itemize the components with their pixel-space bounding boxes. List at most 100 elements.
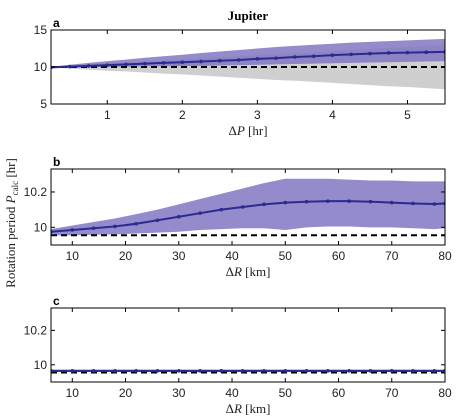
- data-point: [274, 56, 278, 60]
- series-line: [51, 50, 445, 69]
- panel-letter: b: [53, 155, 60, 169]
- panel-a: 1 2 3 4 5 5 10 15 a ΔP [hr]: [34, 16, 446, 138]
- x-tick-label: 80: [438, 249, 452, 263]
- panel-b: 10 20 30 40 50 60 70 80 10 10.2 b ΔR [km]: [24, 155, 452, 279]
- data-point: [330, 53, 335, 57]
- data-point: [368, 369, 373, 373]
- x-tick-label: 70: [385, 249, 399, 263]
- y-tick-label: 15: [34, 23, 48, 37]
- x-axis-label: ΔR [km]: [226, 401, 271, 416]
- plot-area: [51, 369, 445, 374]
- x-tick-label: 10: [66, 386, 80, 400]
- data-point: [113, 224, 117, 229]
- data-point: [199, 59, 203, 64]
- data-point: [219, 369, 224, 373]
- data-point: [113, 369, 117, 373]
- series-line: [51, 200, 445, 233]
- x-tick-label: 10: [66, 249, 80, 263]
- panel-letter: c: [53, 294, 60, 308]
- data-point: [347, 369, 351, 373]
- x-tick-label: 20: [119, 249, 133, 263]
- plot-frame: [50, 307, 446, 383]
- data-point: [405, 50, 410, 55]
- x-tick-label: 5: [404, 108, 411, 122]
- x-tick-label: 20: [119, 386, 133, 400]
- data-point: [240, 369, 245, 373]
- x-tick-label: 30: [172, 249, 186, 263]
- data-point: [432, 369, 437, 373]
- data-point: [198, 369, 202, 373]
- data-point: [91, 369, 96, 373]
- data-point: [161, 61, 166, 65]
- data-point: [326, 369, 330, 373]
- panel-c: 10 20 30 40 50 60 70 80 10 10.2 c ΔR [km]: [24, 294, 452, 416]
- data-point: [262, 202, 266, 207]
- data-point: [134, 369, 138, 373]
- y-tick-label: 10: [34, 358, 48, 372]
- data-point: [255, 57, 260, 61]
- y-tick-label: 10.2: [24, 323, 48, 337]
- data-point: [86, 64, 91, 68]
- data-point: [176, 369, 181, 373]
- x-tick-label: 40: [225, 386, 239, 400]
- data-point: [124, 62, 128, 67]
- data-point: [134, 221, 138, 226]
- data-point: [283, 369, 288, 373]
- data-point: [368, 51, 372, 56]
- data-point: [311, 54, 316, 59]
- data-point: [155, 369, 160, 373]
- data-point: [155, 218, 160, 223]
- series-uncertainty-band: [51, 38, 445, 68]
- data-point: [70, 228, 75, 232]
- x-tick-label: 4: [329, 108, 336, 122]
- data-point: [411, 369, 415, 373]
- data-point: [236, 58, 241, 62]
- data-point: [349, 52, 353, 57]
- data-point: [67, 64, 72, 69]
- data-point: [91, 226, 96, 231]
- data-point: [218, 58, 222, 63]
- data-point: [198, 211, 202, 215]
- y-tick-label: 5: [40, 97, 47, 111]
- data-point: [176, 214, 181, 219]
- x-tick-label: 80: [438, 386, 452, 400]
- data-point: [326, 199, 330, 203]
- plot-area: [51, 178, 445, 237]
- x-tick-label: 50: [279, 249, 293, 263]
- figure-title: Jupiter: [228, 8, 269, 23]
- data-point: [262, 369, 266, 373]
- plot-frame: [50, 168, 446, 246]
- y-tick-label: 10: [34, 220, 48, 234]
- x-tick-label: 30: [172, 386, 186, 400]
- x-tick-label: 2: [179, 108, 186, 122]
- data-point: [389, 369, 394, 373]
- data-point: [105, 63, 110, 67]
- data-point: [219, 207, 224, 212]
- x-tick-label: 50: [279, 386, 293, 400]
- data-point: [180, 60, 185, 64]
- x-axis-label: ΔP [hr]: [228, 123, 267, 138]
- y-tick-label: 10.2: [24, 185, 48, 199]
- data-point: [283, 200, 288, 205]
- data-point: [143, 61, 147, 66]
- x-axis-label: ΔR [km]: [226, 264, 271, 279]
- panel-letter: a: [53, 16, 60, 30]
- x-tick-label: 1: [104, 108, 111, 122]
- data-point: [293, 55, 297, 59]
- data-point: [240, 205, 245, 209]
- data-point: [424, 50, 429, 54]
- svg-text:Rotation period Pcalc [hr]: Rotation period Pcalc [hr]: [3, 158, 20, 288]
- x-tick-label: 60: [332, 386, 346, 400]
- data-point: [432, 202, 437, 206]
- shared-ylabel: Rotation period Pcalc [hr]: [3, 158, 20, 288]
- x-tick-label: 40: [225, 249, 239, 263]
- x-tick-label: 3: [254, 108, 261, 122]
- data-point: [411, 201, 415, 206]
- data-point: [304, 369, 309, 373]
- data-point: [347, 199, 351, 203]
- plot-area: [51, 38, 445, 90]
- data-point: [304, 199, 309, 204]
- x-tick-label: 60: [332, 249, 346, 263]
- data-point: [70, 369, 75, 373]
